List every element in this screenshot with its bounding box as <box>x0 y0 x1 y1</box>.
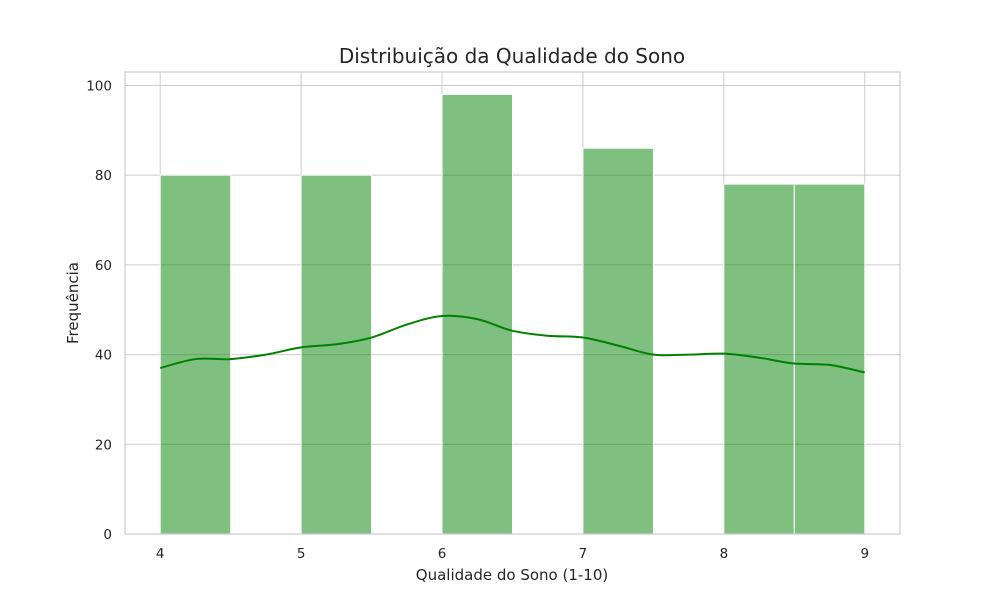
plot-frame <box>124 71 901 535</box>
histogram-bar <box>300 174 373 535</box>
histogram-bar <box>793 183 866 535</box>
x-tick-label: 7 <box>579 546 588 562</box>
histogram-bar <box>723 183 795 535</box>
histogram-bars <box>159 93 866 535</box>
x-tick-label: 5 <box>297 546 306 562</box>
x-tick-label: 8 <box>720 546 729 562</box>
kde-curve <box>159 314 865 374</box>
histogram-bar <box>159 174 232 535</box>
y-tick-label: 20 <box>95 437 112 453</box>
y-tick-label: 0 <box>103 527 112 543</box>
chart-title: Distribuição da Qualidade do Sono <box>339 44 685 68</box>
y-tick-label: 100 <box>86 78 112 94</box>
y-tick-label: 40 <box>95 348 112 364</box>
y-tick-label: 60 <box>95 258 112 274</box>
x-tick-label: 9 <box>860 546 869 562</box>
x-axis-ticks: 4 5 6 7 8 9 <box>156 546 869 562</box>
histogram-bar <box>582 147 654 535</box>
y-axis-ticks: 0 20 40 60 80 100 <box>86 78 112 543</box>
histogram-bar <box>441 93 513 535</box>
x-tick-label: 4 <box>156 546 165 562</box>
y-tick-label: 80 <box>95 168 112 184</box>
y-axis-label: Frequência <box>64 262 82 344</box>
x-axis-label: Qualidade do Sono (1-10) <box>416 566 608 584</box>
x-tick-label: 6 <box>438 546 447 562</box>
